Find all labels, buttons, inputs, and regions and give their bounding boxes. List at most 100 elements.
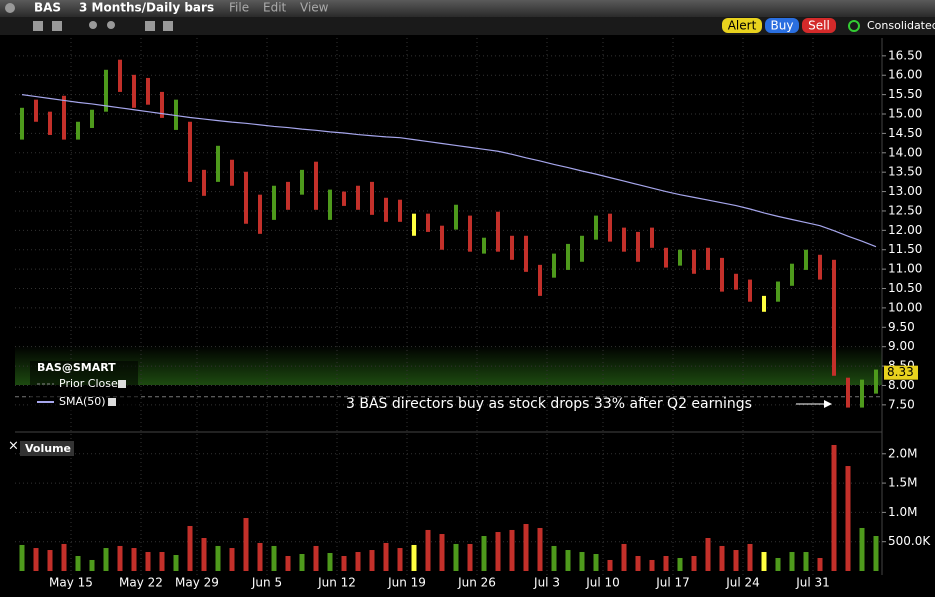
menu[interactable]: File: [229, 1, 249, 15]
x-tick-label: Jul 3: [533, 576, 560, 590]
menu[interactable]: View: [300, 1, 329, 15]
price-bar: [706, 247, 710, 270]
feed[interactable]: Consolidated: [867, 19, 935, 32]
y-tick-label: 15.00: [888, 107, 922, 121]
y-tick-label: 500.0K: [888, 534, 931, 548]
volume-bar: [789, 552, 795, 571]
y-tick-label: 10.50: [888, 281, 922, 295]
y-tick-label: 14.50: [888, 126, 922, 140]
y-tick-label: 12.50: [888, 203, 922, 217]
price-bar: [174, 99, 178, 130]
x-tick-label: Jul 17: [655, 576, 690, 590]
sell-label[interactable]: Sell: [808, 19, 830, 33]
x-tick-label: Jun 12: [317, 576, 356, 590]
window-icon[interactable]: [5, 3, 15, 13]
price-bar: [846, 377, 850, 408]
price-bar: [762, 295, 766, 312]
close-panel[interactable]: ×: [8, 439, 19, 454]
price-bar: [608, 213, 612, 242]
legend-entry: Prior Close: [59, 377, 118, 390]
volume-bar: [215, 545, 221, 571]
volume-bar: [537, 527, 543, 571]
price-bar: [146, 77, 150, 105]
price-bar: [692, 249, 696, 274]
x-tick-label: Jun 5: [251, 576, 282, 590]
volume-bar: [243, 518, 249, 571]
volume-bar: [509, 529, 515, 571]
alert-button[interactable]: [722, 18, 762, 33]
sma-line: [21, 94, 877, 248]
volume-bar: [565, 550, 571, 571]
volume-bar: [313, 545, 319, 571]
price-bar: [20, 107, 24, 140]
price-bar: [314, 161, 318, 210]
symbol[interactable]: BAS: [34, 1, 61, 15]
price-tag: [884, 365, 918, 380]
volume-bar: [341, 555, 347, 571]
volume-bar: [257, 542, 263, 571]
price-bar: [48, 111, 52, 135]
sell-button[interactable]: [802, 18, 836, 33]
volume-label: Volume: [25, 442, 71, 455]
price-bar: [664, 247, 668, 268]
period[interactable]: 3 Months/Daily bars: [79, 1, 214, 15]
price-bar: [230, 159, 234, 186]
volume-bar: [481, 536, 487, 571]
price-bar: [34, 99, 38, 122]
price-bar: [272, 185, 276, 220]
volume-bar: [201, 538, 207, 571]
price-bar: [818, 254, 822, 280]
volume-bar: [439, 534, 445, 571]
alert-label[interactable]: Alert: [728, 19, 757, 33]
buy-button[interactable]: [765, 18, 799, 33]
volume-bar: [33, 548, 39, 571]
volume-bar: [523, 523, 529, 571]
volume-bar: [691, 555, 697, 571]
y-tick-label: 2.0M: [888, 446, 917, 460]
x-tick-label: May 29: [175, 576, 219, 590]
price-bar: [440, 225, 444, 250]
y-tick-label: 13.00: [888, 184, 922, 198]
y-tick-label: 14.00: [888, 145, 922, 159]
volume-bar: [663, 555, 669, 571]
x-tick-label: May 22: [119, 576, 163, 590]
volume-bar: [19, 544, 25, 571]
arrow-head: [824, 400, 832, 408]
buy-label[interactable]: Buy: [771, 19, 794, 33]
volume-bar: [299, 554, 305, 571]
x-tick-label: Jul 24: [725, 576, 760, 590]
price-bar: [188, 121, 192, 182]
price-bar: [356, 185, 360, 210]
volume-bar: [229, 548, 235, 571]
volume-bar: [117, 545, 123, 571]
legend-symbol: BAS@SMART: [37, 361, 116, 374]
volume-bar: [411, 544, 417, 571]
price-bar: [510, 235, 514, 260]
volume-bar: [453, 543, 459, 571]
volume-bar: [397, 548, 403, 571]
checkbox[interactable]: [108, 398, 116, 406]
volume-bar: [845, 466, 851, 571]
volume-bar: [47, 550, 53, 571]
volume-bar: [705, 538, 711, 571]
price-bar: [482, 237, 486, 254]
annotation: 3 BAS directors buy as stock drops 33% a…: [346, 396, 752, 412]
x-tick-label: Jul 31: [795, 576, 830, 590]
checkbox[interactable]: [118, 380, 126, 388]
tool-icons: [33, 21, 173, 31]
price-bar: [118, 59, 122, 92]
volume-bar: [173, 554, 179, 571]
y-tick-label: 10.00: [888, 300, 922, 314]
x-tick-label: Jun 26: [457, 576, 496, 590]
x-tick-label: May 15: [49, 576, 93, 590]
price-bar: [748, 279, 752, 302]
price-bar: [804, 249, 808, 270]
volume-bar: [761, 552, 767, 571]
menu[interactable]: Edit: [263, 1, 287, 15]
y-tick-label: 9.50: [888, 320, 915, 334]
volume-bar: [61, 543, 67, 571]
price-bar: [398, 199, 402, 222]
price-bar: [832, 259, 836, 376]
price-bar: [636, 231, 640, 262]
